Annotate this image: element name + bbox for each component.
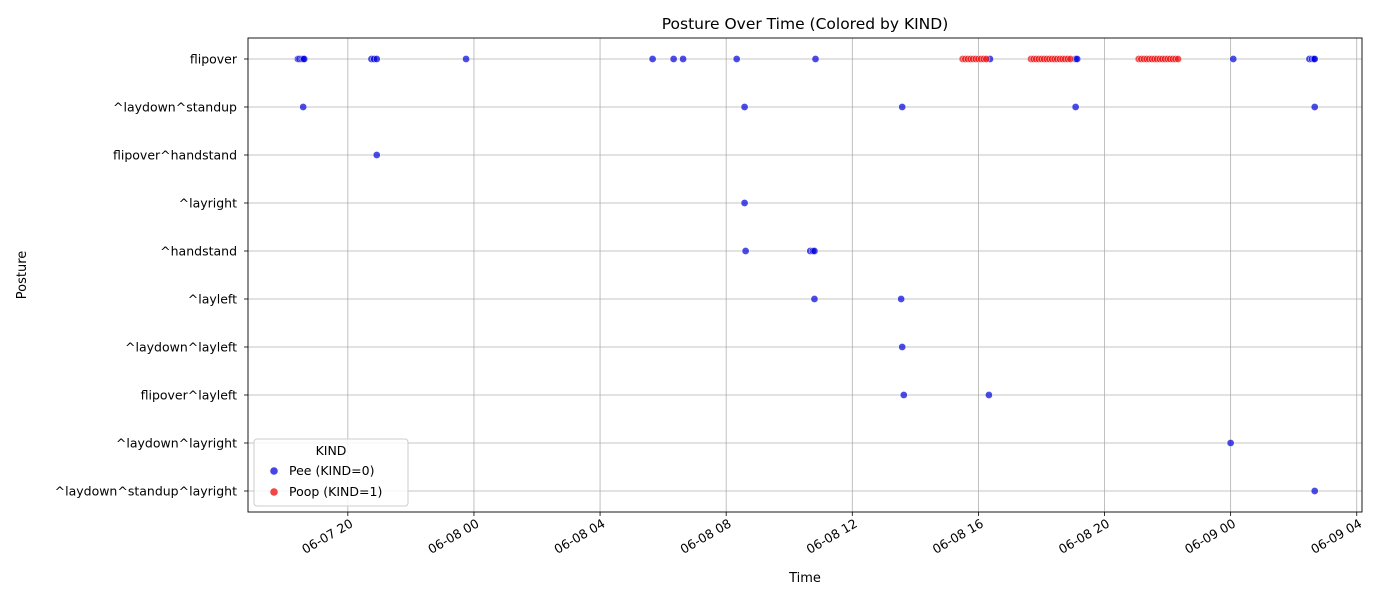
plot-frame <box>247 37 1363 513</box>
y-tick-label: flipover^layleft <box>141 388 238 403</box>
point-pee <box>897 295 905 303</box>
legend-label-pee: Pee (KIND=0) <box>289 463 375 478</box>
point-pee <box>899 391 908 399</box>
x-axis-ticks: 06-07 20 06-08 00 06-08 04 06-08 08 06-08 12… <box>299 512 1364 557</box>
point-pee <box>898 343 907 351</box>
x-tick-label: 06-09 04 <box>1308 516 1364 557</box>
x-tick-label: 06-08 08 <box>678 516 734 557</box>
legend-title: KIND <box>316 443 347 458</box>
point-poop <box>982 55 991 63</box>
point-pee <box>985 391 993 399</box>
point-pee <box>810 247 819 255</box>
point-pee <box>300 55 309 63</box>
grid-lines <box>248 38 1362 512</box>
point-pee <box>1229 55 1238 63</box>
y-tick-label: ^laydown^layleft <box>125 340 237 355</box>
y-axis-ticks: flipover ^laydown^standup flipover^handsta… <box>55 52 248 499</box>
point-pee <box>1310 55 1319 63</box>
point-pee <box>741 247 750 255</box>
y-tick-label: flipover^handstand <box>113 148 237 163</box>
point-pee <box>740 103 749 111</box>
x-tick-label: 06-08 04 <box>551 516 607 557</box>
point-pee <box>1073 55 1082 63</box>
chart-title: Posture Over Time (Colored by KIND) <box>662 15 949 33</box>
point-pee <box>299 103 307 111</box>
point-pee <box>648 55 657 63</box>
data-points <box>294 55 1319 495</box>
y-axis-title: Posture <box>15 251 30 300</box>
x-axis-title: Time <box>788 571 821 586</box>
legend-marker-poop <box>270 488 278 496</box>
legend-box <box>253 438 409 507</box>
y-tick-label: ^laydown^standup^layright <box>55 484 237 499</box>
point-pee <box>1071 103 1080 111</box>
point-pee <box>898 103 907 111</box>
point-poop <box>1174 55 1182 63</box>
point-pee <box>732 55 741 63</box>
point-pee <box>372 151 381 159</box>
point-pee <box>1226 439 1235 447</box>
x-tick-label: 06-07 20 <box>299 516 355 557</box>
point-pee <box>372 55 381 63</box>
point-pee <box>1310 487 1319 495</box>
x-tick-label: 06-08 00 <box>425 516 481 557</box>
y-tick-label: ^laydown^standup <box>113 100 237 115</box>
y-tick-label: flipover <box>190 52 238 67</box>
point-pee <box>462 55 470 63</box>
point-pee <box>740 199 749 207</box>
x-tick-label: 06-08 16 <box>930 516 986 557</box>
x-tick-label: 06-08 20 <box>1056 516 1112 557</box>
point-pee <box>679 55 687 63</box>
y-tick-label: ^layleft <box>188 292 237 307</box>
legend: KIND Pee (KIND=0) Poop (KIND=1) <box>253 438 409 507</box>
x-tick-label: 06-09 00 <box>1182 516 1238 557</box>
point-pee <box>811 55 820 63</box>
x-tick-label: 06-08 12 <box>804 516 860 557</box>
legend-marker-pee <box>270 467 278 475</box>
point-poop <box>1066 55 1075 63</box>
legend-label-poop: Poop (KIND=1) <box>289 484 382 499</box>
point-pee <box>1310 103 1319 111</box>
y-tick-label: ^handstand <box>160 244 237 259</box>
point-pee <box>669 55 678 63</box>
y-tick-label: ^laydown^layright <box>116 436 237 451</box>
y-tick-label: ^layright <box>179 196 237 211</box>
point-pee <box>810 295 819 303</box>
